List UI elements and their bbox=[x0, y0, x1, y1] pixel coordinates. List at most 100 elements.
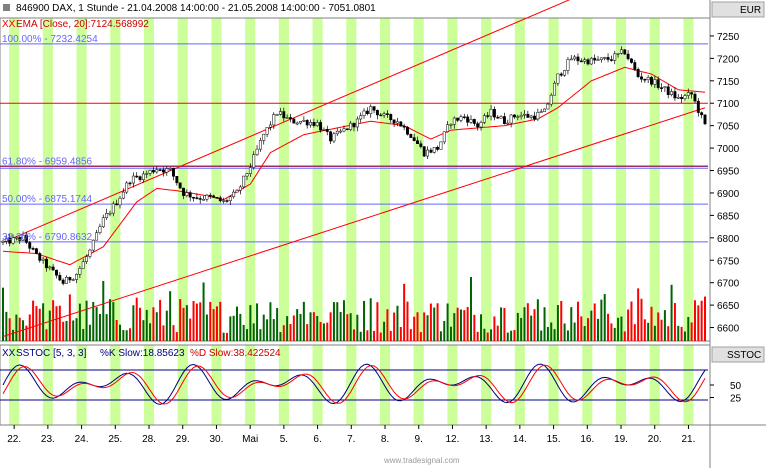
candle-body[interactable] bbox=[14, 236, 18, 239]
candle-body[interactable] bbox=[178, 182, 182, 189]
candle-body[interactable] bbox=[436, 147, 440, 150]
candle-body[interactable] bbox=[158, 169, 162, 171]
candle-body[interactable] bbox=[65, 276, 68, 284]
candle-body[interactable] bbox=[543, 108, 546, 112]
candle-body[interactable] bbox=[683, 95, 687, 99]
stoch-x-icon[interactable]: XX bbox=[2, 348, 16, 359]
candle-body[interactable] bbox=[616, 53, 620, 55]
candle-body[interactable] bbox=[529, 115, 533, 118]
candle-body[interactable] bbox=[218, 197, 222, 202]
candle-body[interactable] bbox=[492, 108, 496, 118]
candle-body[interactable] bbox=[375, 109, 379, 116]
candle-body[interactable] bbox=[643, 78, 647, 81]
candle-body[interactable] bbox=[195, 197, 199, 199]
candle-body[interactable] bbox=[533, 115, 536, 120]
candle-body[interactable] bbox=[385, 113, 389, 115]
candle-body[interactable] bbox=[68, 276, 72, 281]
candle-body[interactable] bbox=[392, 119, 396, 124]
candle-body[interactable] bbox=[419, 143, 423, 147]
candle-body[interactable] bbox=[462, 116, 466, 119]
candle-body[interactable] bbox=[252, 154, 256, 168]
candle-body[interactable] bbox=[663, 86, 667, 88]
candle-body[interactable] bbox=[412, 137, 416, 141]
candle-body[interactable] bbox=[198, 198, 202, 200]
candle-body[interactable] bbox=[8, 237, 12, 244]
candle-body[interactable] bbox=[516, 116, 520, 118]
candle-body[interactable] bbox=[212, 195, 216, 198]
candle-body[interactable] bbox=[329, 131, 333, 142]
candle-body[interactable] bbox=[182, 187, 185, 196]
candle-body[interactable] bbox=[506, 122, 510, 125]
candle-body[interactable] bbox=[509, 114, 513, 124]
candle-body[interactable] bbox=[151, 170, 155, 173]
candle-body[interactable] bbox=[379, 114, 383, 117]
candle-body[interactable] bbox=[205, 194, 209, 200]
candle-body[interactable] bbox=[623, 49, 627, 55]
candle-body[interactable] bbox=[38, 253, 42, 261]
candle-body[interactable] bbox=[396, 121, 399, 124]
candle-body[interactable] bbox=[686, 92, 690, 96]
candle-body[interactable] bbox=[1, 240, 5, 243]
candle-body[interactable] bbox=[98, 226, 102, 233]
candle-body[interactable] bbox=[165, 168, 169, 173]
candle-body[interactable] bbox=[41, 258, 45, 261]
candle-body[interactable] bbox=[91, 239, 95, 251]
candle-body[interactable] bbox=[48, 266, 52, 269]
candle-body[interactable] bbox=[446, 124, 450, 133]
candle-body[interactable] bbox=[175, 176, 179, 184]
candle-body[interactable] bbox=[4, 237, 8, 242]
candle-body[interactable] bbox=[486, 115, 490, 117]
candle-body[interactable] bbox=[680, 97, 684, 99]
candle-body[interactable] bbox=[21, 234, 25, 241]
candle-body[interactable] bbox=[148, 170, 152, 174]
candle-body[interactable] bbox=[519, 114, 523, 117]
candle-body[interactable] bbox=[429, 149, 433, 153]
candle-body[interactable] bbox=[235, 189, 239, 193]
candle-body[interactable] bbox=[596, 59, 600, 61]
candle-body[interactable] bbox=[345, 128, 349, 130]
candle-body[interactable] bbox=[676, 97, 680, 99]
candle-body[interactable] bbox=[248, 167, 252, 174]
candle-body[interactable] bbox=[472, 119, 476, 124]
candle-body[interactable] bbox=[630, 58, 633, 63]
candle-body[interactable] bbox=[416, 140, 419, 144]
candle-body[interactable] bbox=[95, 232, 99, 241]
candle-body[interactable] bbox=[75, 274, 78, 280]
candle-body[interactable] bbox=[536, 112, 540, 120]
candle-body[interactable] bbox=[24, 234, 28, 243]
candle-body[interactable] bbox=[51, 266, 55, 271]
candle-body[interactable] bbox=[489, 108, 493, 117]
candle-body[interactable] bbox=[626, 53, 630, 60]
candle-body[interactable] bbox=[369, 106, 373, 114]
candle-body[interactable] bbox=[309, 122, 312, 126]
candle-body[interactable] bbox=[58, 275, 62, 281]
candle-body[interactable] bbox=[526, 113, 530, 118]
candle-body[interactable] bbox=[145, 173, 149, 175]
candle-body[interactable] bbox=[556, 73, 560, 84]
candle-body[interactable] bbox=[466, 116, 470, 123]
candle-body[interactable] bbox=[402, 125, 406, 128]
candle-body[interactable] bbox=[569, 58, 573, 61]
menu-icon[interactable] bbox=[3, 4, 10, 11]
candle-body[interactable] bbox=[55, 269, 58, 276]
candle-body[interactable] bbox=[362, 110, 366, 116]
candle-body[interactable] bbox=[258, 140, 262, 150]
candle-body[interactable] bbox=[696, 100, 700, 113]
candle-body[interactable] bbox=[125, 182, 129, 193]
candle-body[interactable] bbox=[559, 73, 563, 76]
candle-body[interactable] bbox=[121, 191, 125, 199]
candle-body[interactable] bbox=[606, 57, 610, 60]
candle-body[interactable] bbox=[502, 116, 506, 124]
candle-body[interactable] bbox=[349, 122, 353, 130]
candle-body[interactable] bbox=[382, 113, 386, 116]
candle-body[interactable] bbox=[599, 57, 603, 60]
candle-body[interactable] bbox=[115, 203, 119, 206]
candle-body[interactable] bbox=[11, 237, 15, 244]
candle-body[interactable] bbox=[640, 76, 643, 80]
candle-body[interactable] bbox=[108, 212, 112, 215]
candle-body[interactable] bbox=[225, 200, 229, 202]
candle-body[interactable] bbox=[499, 116, 503, 119]
candle-body[interactable] bbox=[162, 169, 165, 173]
candle-body[interactable] bbox=[586, 59, 590, 65]
candle-body[interactable] bbox=[85, 256, 89, 262]
